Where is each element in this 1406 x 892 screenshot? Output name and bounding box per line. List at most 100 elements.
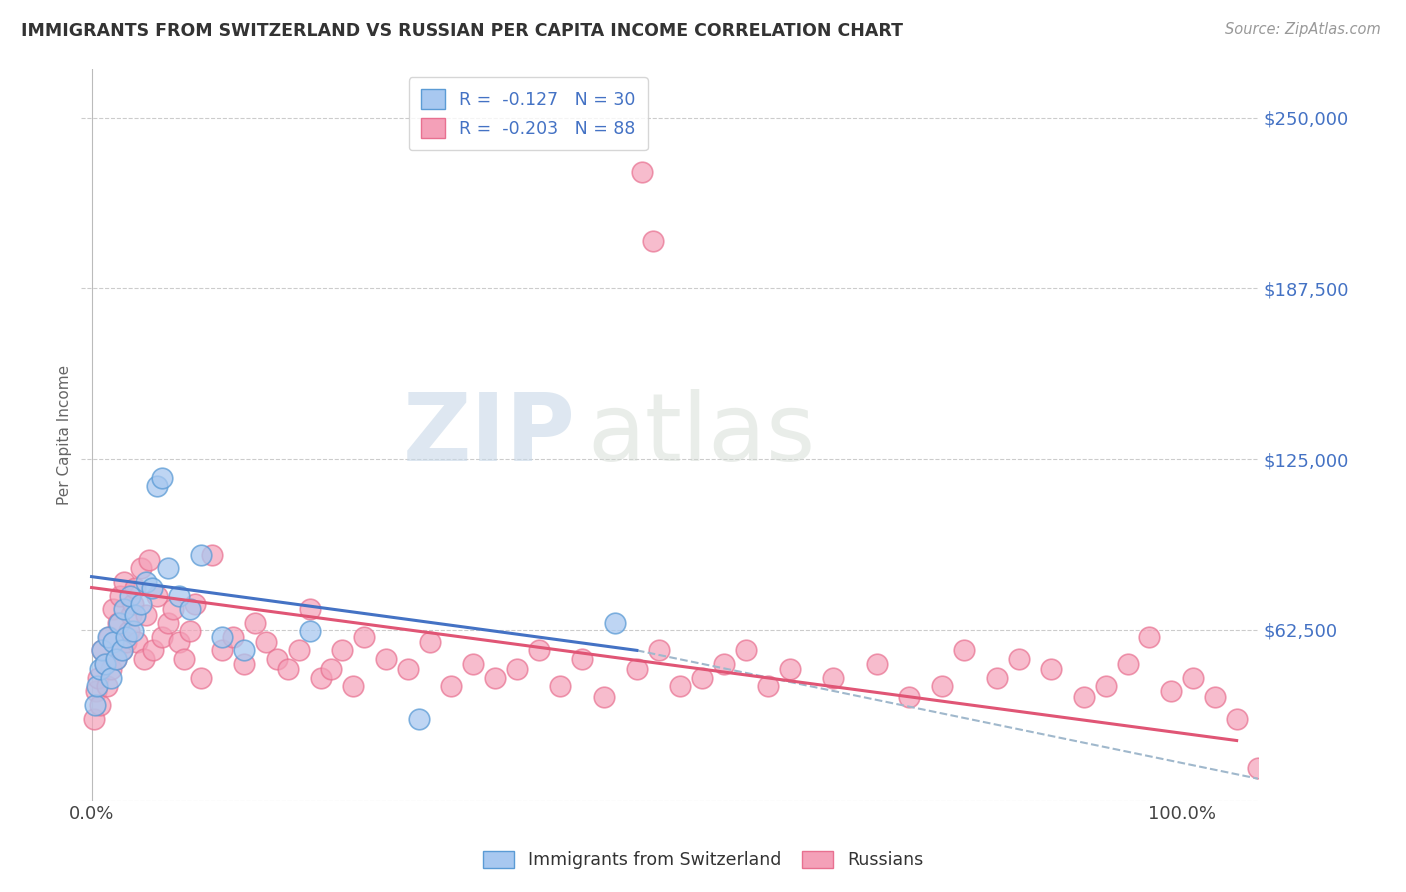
Point bbox=[396, 663, 419, 677]
Point bbox=[233, 657, 256, 671]
Point bbox=[823, 671, 845, 685]
Point bbox=[167, 589, 190, 603]
Point bbox=[84, 684, 107, 698]
Point bbox=[713, 657, 735, 671]
Point bbox=[108, 589, 131, 603]
Point bbox=[353, 630, 375, 644]
Point bbox=[375, 651, 398, 665]
Point bbox=[419, 635, 441, 649]
Point bbox=[550, 679, 572, 693]
Point bbox=[593, 690, 616, 704]
Point bbox=[162, 602, 184, 616]
Point bbox=[1073, 690, 1095, 704]
Point bbox=[211, 643, 233, 657]
Point bbox=[135, 575, 157, 590]
Point bbox=[93, 657, 115, 671]
Point bbox=[152, 630, 174, 644]
Point bbox=[89, 698, 111, 712]
Point bbox=[321, 663, 343, 677]
Point bbox=[986, 671, 1008, 685]
Point bbox=[97, 630, 120, 644]
Point bbox=[156, 561, 179, 575]
Point bbox=[173, 651, 195, 665]
Point bbox=[866, 657, 889, 671]
Point bbox=[132, 651, 155, 665]
Point bbox=[211, 630, 233, 644]
Point bbox=[1226, 712, 1249, 726]
Point bbox=[527, 643, 550, 657]
Point bbox=[122, 624, 145, 639]
Point bbox=[342, 679, 364, 693]
Point bbox=[298, 624, 321, 639]
Point bbox=[103, 635, 125, 649]
Point bbox=[287, 643, 309, 657]
Point bbox=[190, 548, 212, 562]
Point bbox=[1247, 761, 1270, 775]
Point bbox=[141, 581, 163, 595]
Point bbox=[179, 624, 201, 639]
Point bbox=[93, 657, 115, 671]
Point bbox=[115, 630, 138, 644]
Point bbox=[98, 630, 121, 644]
Point bbox=[440, 679, 463, 693]
Point bbox=[146, 589, 169, 603]
Text: Source: ZipAtlas.com: Source: ZipAtlas.com bbox=[1225, 22, 1381, 37]
Point bbox=[129, 597, 152, 611]
Point bbox=[571, 651, 593, 665]
Point bbox=[233, 643, 256, 657]
Text: ZIP: ZIP bbox=[402, 389, 575, 481]
Point bbox=[127, 635, 149, 649]
Point bbox=[931, 679, 953, 693]
Point bbox=[117, 624, 139, 639]
Point bbox=[277, 663, 299, 677]
Point bbox=[89, 663, 111, 677]
Legend: R =  -0.127   N = 30, R =  -0.203   N = 88: R = -0.127 N = 30, R = -0.203 N = 88 bbox=[409, 78, 648, 150]
Point bbox=[1094, 679, 1116, 693]
Point bbox=[152, 471, 174, 485]
Point bbox=[118, 589, 141, 603]
Point bbox=[87, 671, 110, 685]
Point bbox=[115, 635, 138, 649]
Point bbox=[179, 602, 201, 616]
Point bbox=[631, 165, 654, 179]
Point bbox=[103, 602, 125, 616]
Text: atlas: atlas bbox=[588, 389, 815, 481]
Point bbox=[953, 643, 976, 657]
Point bbox=[254, 635, 277, 649]
Point bbox=[112, 575, 135, 590]
Y-axis label: Per Capita Income: Per Capita Income bbox=[58, 365, 72, 505]
Point bbox=[86, 679, 108, 693]
Point bbox=[643, 234, 665, 248]
Point bbox=[484, 671, 506, 685]
Point bbox=[96, 679, 118, 693]
Point bbox=[184, 597, 207, 611]
Point bbox=[124, 581, 146, 595]
Point bbox=[779, 663, 801, 677]
Point bbox=[83, 712, 105, 726]
Point bbox=[200, 548, 222, 562]
Point bbox=[108, 615, 131, 630]
Point bbox=[647, 643, 669, 657]
Point bbox=[142, 643, 165, 657]
Point bbox=[135, 607, 157, 622]
Point bbox=[756, 679, 779, 693]
Point bbox=[111, 643, 134, 657]
Point bbox=[463, 657, 485, 671]
Point bbox=[1204, 690, 1226, 704]
Point bbox=[1137, 630, 1160, 644]
Point bbox=[104, 651, 127, 665]
Point bbox=[190, 671, 212, 685]
Point bbox=[309, 671, 332, 685]
Point bbox=[898, 690, 921, 704]
Point bbox=[1116, 657, 1139, 671]
Point bbox=[122, 597, 145, 611]
Point bbox=[100, 671, 122, 685]
Point bbox=[138, 553, 160, 567]
Point bbox=[124, 607, 146, 622]
Point bbox=[129, 561, 152, 575]
Point bbox=[332, 643, 354, 657]
Point bbox=[298, 602, 321, 616]
Point bbox=[156, 615, 179, 630]
Point bbox=[107, 615, 129, 630]
Point bbox=[1007, 651, 1029, 665]
